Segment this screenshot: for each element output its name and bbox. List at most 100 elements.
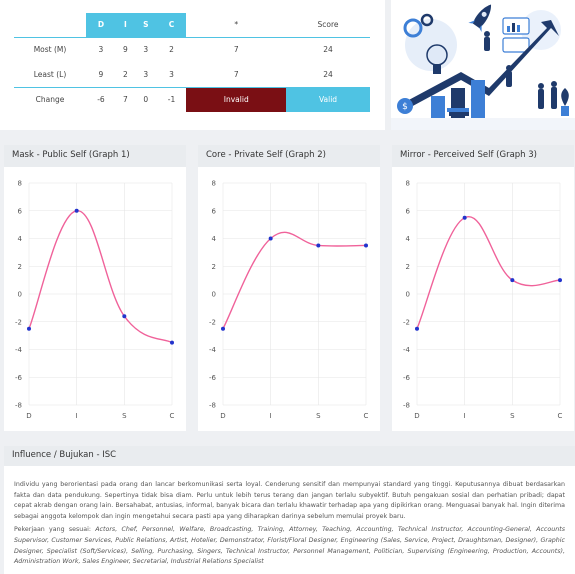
y-tick-label: -4 bbox=[403, 346, 411, 354]
personality-title: Influence / Bujukan - ISC bbox=[4, 446, 575, 466]
data-point bbox=[170, 340, 174, 345]
x-tick-label: D bbox=[414, 412, 419, 420]
table-cell: 24 bbox=[323, 69, 333, 79]
graph-title: Mirror - Perceived Self (Graph 3) bbox=[392, 145, 574, 167]
y-tick-label: -8 bbox=[403, 402, 410, 410]
y-tick-label: 6 bbox=[406, 207, 411, 215]
header-cell-empty bbox=[14, 13, 86, 38]
row-label: Least (L) bbox=[33, 69, 67, 79]
table-cell: -6 bbox=[86, 86, 116, 112]
table-cell: 24 bbox=[323, 45, 333, 55]
table-header-row: D I S C * Score bbox=[14, 13, 370, 38]
data-point bbox=[558, 278, 562, 283]
table-cell: 7 bbox=[233, 69, 239, 79]
y-tick-label: 0 bbox=[406, 291, 410, 299]
x-tick-label: C bbox=[364, 412, 369, 420]
table-row-change: Change -6 7 0 -1 Invalid Valid bbox=[14, 86, 370, 112]
svg-text:$: $ bbox=[402, 102, 408, 112]
header-cell-star: * bbox=[186, 13, 287, 38]
jobs-list: Actors, Chef, Personnel, Welfare, Broadc… bbox=[14, 526, 565, 566]
data-point bbox=[415, 326, 419, 331]
y-tick-label: 4 bbox=[406, 235, 411, 243]
table-cell: 0 bbox=[134, 86, 157, 112]
y-tick-label: -4 bbox=[15, 346, 23, 354]
x-tick-label: D bbox=[220, 412, 225, 420]
data-point bbox=[27, 326, 31, 331]
table-cell: 3 bbox=[169, 69, 174, 79]
series-line bbox=[222, 231, 367, 330]
y-tick-label: 4 bbox=[18, 235, 23, 243]
y-tick-label: 2 bbox=[212, 263, 216, 271]
header-cell-s: S bbox=[134, 13, 157, 38]
row-label: Most (M) bbox=[33, 45, 67, 55]
x-tick-label: C bbox=[170, 412, 175, 420]
y-tick-label: 2 bbox=[406, 263, 410, 271]
table-row-least: Least (L) 9 2 3 3 7 24 bbox=[14, 62, 370, 87]
graph-card-mask: Mask - Public Self (Graph 1) 8 6 4 2 0 -2 -4 -6… bbox=[4, 145, 186, 431]
invalid-badge: Invalid bbox=[186, 86, 287, 112]
y-tick-label: -6 bbox=[403, 374, 411, 382]
mirror-line-chart: 8 6 4 2 0 -2 -4 -6 -8 D I S C bbox=[403, 180, 563, 421]
table-cell: -1 bbox=[156, 86, 187, 112]
series-line bbox=[416, 215, 561, 329]
mask-line-chart: 8 6 4 2 0 -2 -4 -6 -8 D I S C bbox=[15, 180, 175, 421]
y-tick-label: 8 bbox=[406, 180, 410, 188]
x-tick-label: D bbox=[26, 412, 31, 420]
y-tick-label: -8 bbox=[15, 402, 22, 410]
table-row-most: Most (M) 3 9 3 2 7 24 bbox=[14, 37, 370, 62]
x-tick-label: I bbox=[76, 412, 78, 420]
suitable-jobs: Pekerjaan yang sesuai: Actors, Chef, Per… bbox=[4, 525, 575, 567]
row-label: Change bbox=[14, 86, 86, 112]
table-cell: 9 bbox=[98, 69, 104, 79]
y-tick-label: -6 bbox=[209, 374, 217, 382]
personality-info-card: Influence / Bujukan - ISC Individu yang … bbox=[4, 446, 575, 574]
y-tick-label: -6 bbox=[15, 374, 23, 382]
y-tick-label: 6 bbox=[18, 207, 23, 215]
table-cell: 2 bbox=[169, 45, 174, 55]
x-tick-label: S bbox=[510, 412, 515, 420]
graph-card-core: Core - Private Self (Graph 2) 8 6 4 2 0 -2 -4 -… bbox=[198, 145, 380, 431]
table-cell: 2 bbox=[123, 69, 128, 79]
jobs-label: Pekerjaan yang sesuai: bbox=[14, 526, 91, 534]
series-line bbox=[28, 210, 173, 344]
table-cell: 3 bbox=[143, 45, 149, 55]
y-tick-label: 6 bbox=[212, 207, 217, 215]
x-tick-label: I bbox=[464, 412, 466, 420]
table-cell: 7 bbox=[233, 45, 239, 55]
core-line-chart: 8 6 4 2 0 -2 -4 -6 -8 D I S C bbox=[209, 180, 369, 421]
x-tick-label: I bbox=[270, 412, 272, 420]
header-cell-score: Score bbox=[286, 13, 370, 38]
y-tick-label: 4 bbox=[212, 235, 217, 243]
x-tick-label: S bbox=[122, 412, 127, 420]
x-tick-label: S bbox=[316, 412, 321, 420]
y-tick-label: 0 bbox=[18, 291, 22, 299]
data-point bbox=[122, 314, 127, 319]
table-cell: 9 bbox=[123, 45, 128, 55]
graph-card-mirror: Mirror - Perceived Self (Graph 3) 8 6 4 2 0 -… bbox=[392, 145, 574, 431]
graph-title: Mask - Public Self (Graph 1) bbox=[4, 145, 186, 167]
table-cell: 3 bbox=[143, 69, 149, 79]
y-tick-label: -2 bbox=[15, 318, 22, 326]
data-point bbox=[462, 215, 467, 220]
y-tick-label: 0 bbox=[212, 291, 216, 299]
header-cell-d: D bbox=[86, 13, 116, 38]
disc-score-table: D I S C * Score Most (M) 3 9 3 2 7 24 Le… bbox=[14, 13, 370, 112]
graph-title: Core - Private Self (Graph 2) bbox=[198, 145, 380, 167]
y-tick-label: -4 bbox=[209, 346, 217, 354]
data-point bbox=[221, 326, 225, 331]
data-point bbox=[316, 243, 321, 248]
header-cell-i: I bbox=[115, 13, 135, 38]
y-tick-label: 8 bbox=[212, 180, 216, 188]
y-tick-label: 8 bbox=[18, 180, 22, 188]
y-tick-label: -2 bbox=[209, 318, 216, 326]
data-point bbox=[268, 236, 273, 241]
y-tick-label: -8 bbox=[209, 402, 216, 410]
valid-badge: Valid bbox=[286, 86, 370, 112]
y-tick-label: -2 bbox=[403, 318, 410, 326]
data-point bbox=[364, 243, 368, 248]
personality-description: Individu yang berorientasi pada orang da… bbox=[14, 481, 565, 520]
header-cell-c: C bbox=[156, 13, 187, 38]
disc-score-card: D I S C * Score Most (M) 3 9 3 2 7 24 Le… bbox=[0, 0, 385, 130]
business-growth-illustration: $ bbox=[391, 0, 575, 130]
data-point bbox=[510, 278, 515, 283]
